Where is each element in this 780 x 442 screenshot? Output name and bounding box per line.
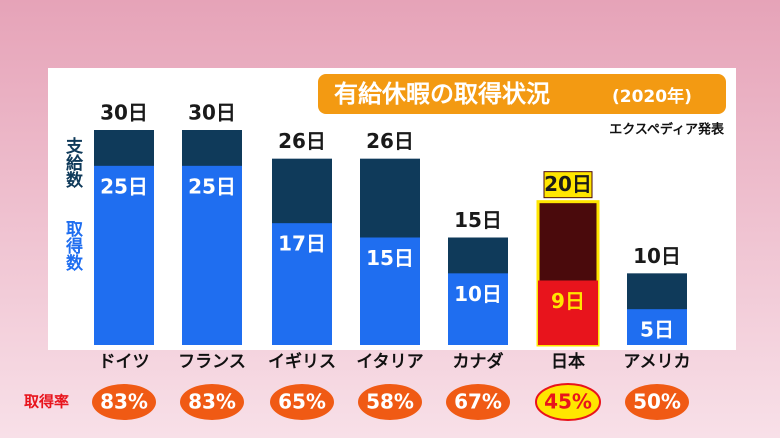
rate-badge <box>180 384 244 420</box>
rate-label: 45% <box>544 390 592 414</box>
value-label: 26日 <box>278 129 326 153</box>
x-tick-label: アメリカ <box>623 352 690 372</box>
bar <box>360 237 420 345</box>
rate-label: 83% <box>188 390 236 414</box>
value-label: 9日 <box>551 289 585 313</box>
value-label: 5日 <box>640 318 674 342</box>
rate-label: 83% <box>100 390 148 414</box>
value-label: 25日 <box>100 174 148 198</box>
chart-title: 有給休暇の取得状況 <box>334 80 550 108</box>
bar <box>272 223 332 345</box>
bar <box>94 165 154 345</box>
value-label: 20日 <box>544 172 592 196</box>
value-label: 15日 <box>366 246 414 270</box>
x-tick-label: フランス <box>178 352 246 372</box>
value-label: 25日 <box>188 174 236 198</box>
rate-badge <box>358 384 422 420</box>
bar <box>538 280 598 345</box>
title-box <box>318 74 726 114</box>
rate-badge <box>535 383 601 421</box>
legend-taken: 取得数 <box>62 220 84 272</box>
x-tick-label: ドイツ <box>99 352 150 372</box>
label-box <box>543 171 593 199</box>
value-label: 15日 <box>454 208 502 232</box>
bar <box>448 273 508 345</box>
rate-badge <box>446 384 510 420</box>
rate-label: 58% <box>366 390 414 414</box>
value-label: 30日 <box>188 101 236 125</box>
rate-badge <box>270 384 334 420</box>
rate-badge <box>625 384 689 420</box>
value-label: 26日 <box>366 129 414 153</box>
rate-label: 67% <box>454 390 502 414</box>
legend-granted: 支給数 <box>62 136 83 189</box>
value-label: 10日 <box>633 244 681 268</box>
bar <box>182 165 242 345</box>
source: エクスペディア発表 <box>609 122 725 138</box>
rate-row-label: 取得率 <box>24 393 69 411</box>
value-label: 30日 <box>100 101 148 125</box>
rate-badge <box>92 384 156 420</box>
title-note: (2020年) <box>612 86 692 107</box>
x-tick-label: 日本 <box>551 351 585 372</box>
bar <box>627 309 687 345</box>
x-tick-label: カナダ <box>453 351 504 372</box>
rate-label: 50% <box>633 390 681 414</box>
x-tick-label: イタリア <box>356 352 423 372</box>
value-label: 10日 <box>454 282 502 306</box>
rate-label: 65% <box>278 390 326 414</box>
x-tick-label: イギリス <box>268 352 336 372</box>
value-label: 17日 <box>278 232 326 256</box>
